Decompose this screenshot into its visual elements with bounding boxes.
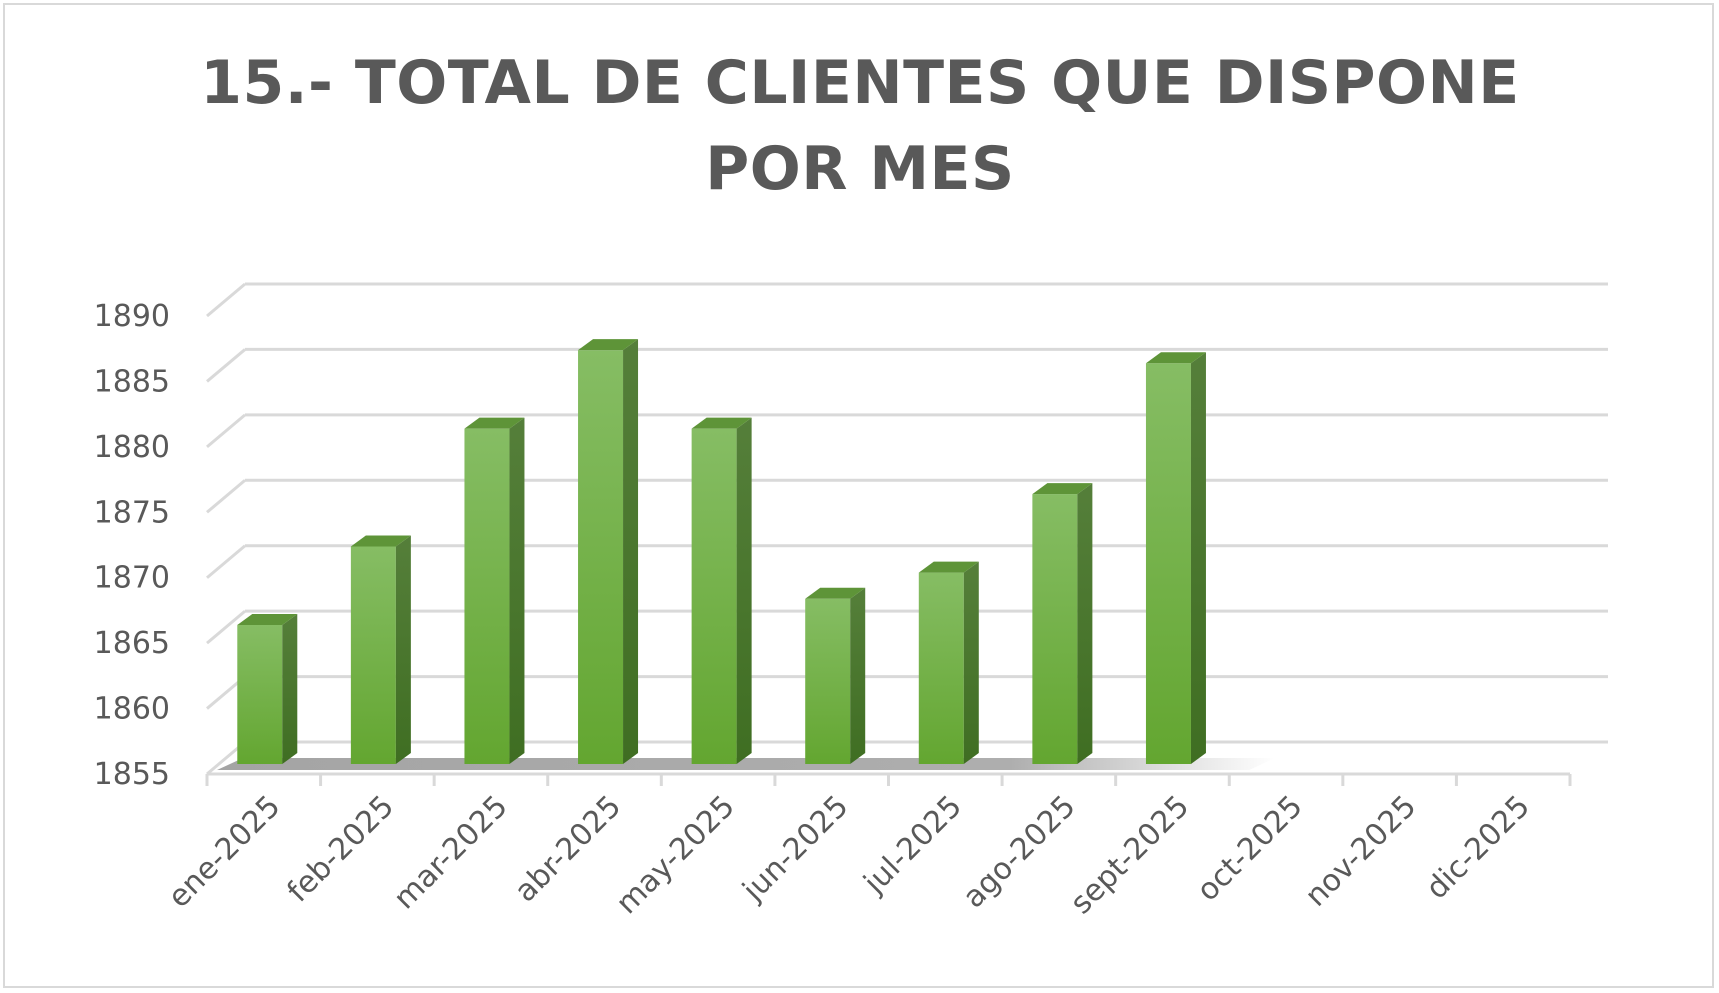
y-tick-label: 1885 bbox=[94, 364, 170, 399]
chart-title: 15.- TOTAL DE CLIENTES QUE DISPONE POR M… bbox=[200, 48, 1520, 204]
bar-front bbox=[464, 428, 510, 764]
gridline-diagonal bbox=[206, 282, 246, 318]
x-tick-label: dic-2025 bbox=[1419, 789, 1536, 906]
bar-sept-2025 bbox=[1145, 352, 1206, 764]
bar-top bbox=[691, 417, 752, 429]
bar-top bbox=[1145, 352, 1206, 364]
y-tick-label: 1890 bbox=[94, 299, 170, 334]
bar-feb-2025 bbox=[350, 535, 411, 764]
bar-layer bbox=[237, 339, 1206, 764]
chart-frame bbox=[3, 3, 1714, 988]
gridline-diagonal bbox=[206, 544, 246, 579]
y-tick-label: 1855 bbox=[94, 757, 170, 792]
bar-front bbox=[350, 546, 396, 764]
bar-top bbox=[464, 417, 525, 429]
bar-ago-2025 bbox=[1032, 483, 1093, 764]
grid-layer bbox=[206, 282, 1608, 744]
gridline-diagonal bbox=[206, 609, 246, 645]
bar-front bbox=[1145, 363, 1191, 764]
bar-front bbox=[918, 572, 964, 764]
bar-jul-2025 bbox=[918, 561, 979, 764]
y-tick-label: 1865 bbox=[94, 626, 170, 661]
x-tick-label: may-2025 bbox=[610, 789, 742, 921]
x-tick-label: ene-2025 bbox=[162, 789, 288, 915]
x-tick-label: jun-2025 bbox=[735, 789, 855, 909]
bar-side bbox=[509, 417, 525, 764]
bar-top bbox=[1032, 483, 1093, 495]
bar-side bbox=[1190, 352, 1206, 764]
x-tick-label: oct-2025 bbox=[1190, 789, 1309, 908]
gridline-diagonal bbox=[206, 348, 246, 383]
x-tick-label: jul-2025 bbox=[857, 789, 969, 901]
y-tick-label: 1860 bbox=[94, 692, 170, 727]
bar-top bbox=[350, 535, 411, 547]
y-tick-label: 1880 bbox=[94, 430, 170, 465]
bar-abr-2025 bbox=[578, 339, 639, 764]
bar-front bbox=[1032, 494, 1078, 764]
bar-may-2025 bbox=[691, 417, 752, 764]
gridline-diagonal bbox=[206, 413, 246, 449]
bar-top bbox=[578, 339, 639, 351]
axis-layer bbox=[205, 740, 1572, 786]
bar-top bbox=[237, 613, 298, 625]
bar-front bbox=[578, 350, 624, 764]
x-tick-label: sept-2025 bbox=[1064, 789, 1196, 921]
y-tick-layer: 1855 1860 1865 1870 1875 1880 1885 1890 bbox=[94, 299, 170, 792]
x-tick-label: mar-2025 bbox=[387, 789, 514, 916]
x-tick-label: nov-2025 bbox=[1298, 789, 1423, 914]
bar-top bbox=[805, 587, 866, 599]
x-tick-label: abr-2025 bbox=[508, 789, 628, 909]
bar-side bbox=[850, 587, 866, 764]
bar-side bbox=[395, 535, 411, 764]
bar-side bbox=[282, 613, 298, 764]
bar-mar-2025 bbox=[464, 417, 525, 764]
bar-top bbox=[918, 561, 979, 573]
y-tick-label: 1870 bbox=[94, 561, 170, 596]
x-tick-layer: ene-2025feb-2025mar-2025abr-2025may-2025… bbox=[162, 789, 1537, 921]
bar-side bbox=[623, 339, 639, 764]
bar-front bbox=[691, 428, 737, 764]
bar-side bbox=[736, 417, 752, 764]
bar-jun-2025 bbox=[805, 587, 866, 764]
x-tick-label: feb-2025 bbox=[281, 789, 401, 909]
bar-side bbox=[963, 561, 979, 764]
bar-front bbox=[237, 624, 283, 764]
bar-side bbox=[1077, 483, 1093, 764]
gridline-diagonal bbox=[206, 479, 246, 514]
bar-front bbox=[805, 598, 851, 764]
y-tick-label: 1875 bbox=[94, 495, 170, 530]
bar-ene-2025 bbox=[237, 613, 298, 764]
